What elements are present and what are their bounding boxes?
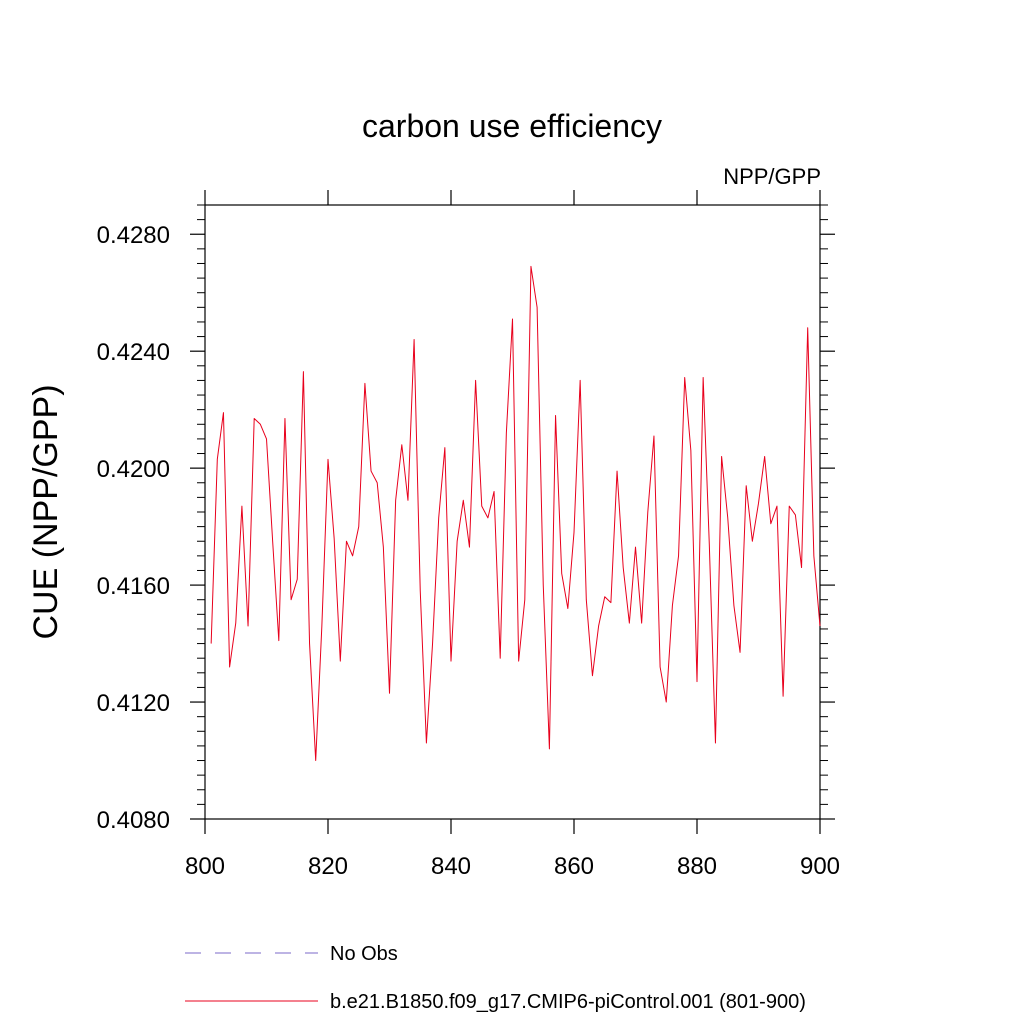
y-tick-label: 0.4160	[97, 573, 170, 600]
y-tick-label: 0.4280	[97, 222, 170, 249]
x-tick-label: 880	[677, 853, 717, 880]
y-tick-label: 0.4120	[97, 690, 170, 717]
x-tick-label: 900	[800, 853, 840, 880]
legend: No Obs b.e21.B1850.f09_g17.CMIP6-piContr…	[185, 943, 806, 1013]
legend-label-model: b.e21.B1850.f09_g17.CMIP6-piControl.001 …	[330, 991, 806, 1013]
series-group	[210, 265, 821, 762]
chart-title: carbon use efficiency	[362, 108, 662, 144]
axis-tick-labels: 800 820 840 860 880 900 0.4080 0.4120 0.4160 0.42…	[97, 222, 840, 880]
series-line	[210, 265, 821, 762]
x-tick-label: 820	[308, 853, 348, 880]
plot-frame	[204, 204, 821, 820]
y-axis-label: CUE (NPP/GPP)	[27, 384, 65, 639]
x-tick-label: 800	[185, 853, 225, 880]
y-tick-label: 0.4240	[97, 339, 170, 366]
x-tick-label: 840	[431, 853, 471, 880]
legend-label-no-obs: No Obs	[330, 943, 398, 965]
y-tick-label: 0.4200	[97, 456, 170, 483]
y-tick-label: 0.4080	[97, 807, 170, 834]
chart-subtitle: NPP/GPP	[723, 164, 821, 189]
axis-ticks	[190, 190, 835, 834]
x-tick-label: 860	[554, 853, 594, 880]
